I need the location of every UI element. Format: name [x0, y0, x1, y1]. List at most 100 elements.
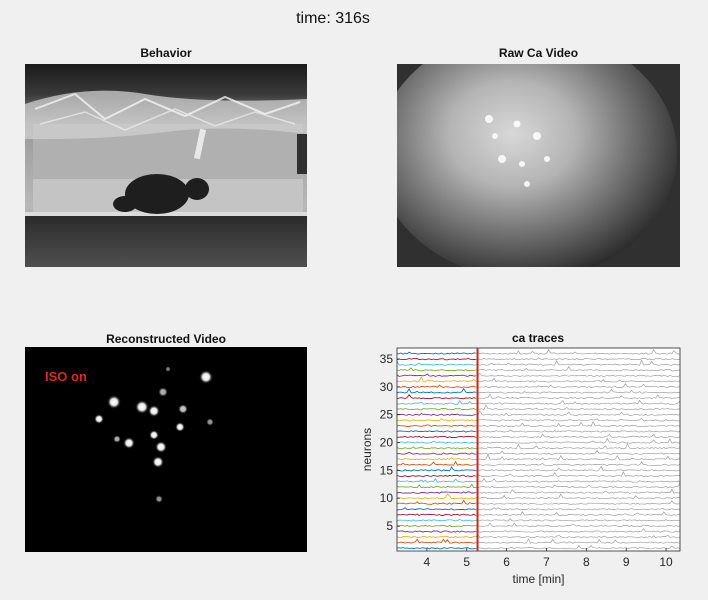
- trace-past-neuron-15: [396, 466, 476, 472]
- trace-past-neuron-22: [396, 430, 476, 433]
- trace-future-neuron-24: [475, 417, 681, 422]
- behavior-video-frame: [25, 64, 307, 267]
- trace-future-neuron-28: [475, 393, 681, 400]
- trace-future-neuron-35: [475, 357, 680, 361]
- trace-past-neuron-17: [396, 456, 476, 461]
- trace-past-neuron-19: [396, 446, 476, 450]
- trace-future-neuron-2: [475, 538, 681, 544]
- trace-future-neuron-26: [475, 404, 680, 411]
- trace-past-neuron-26: [396, 408, 477, 411]
- trace-future-neuron-13: [475, 477, 681, 483]
- y-tick-label: 10: [380, 491, 394, 505]
- trace-future-neuron-18: [475, 449, 681, 455]
- figure-title: time: 316s: [296, 10, 370, 27]
- trace-future-neuron-34: [475, 359, 681, 366]
- trace-future-neuron-16: [475, 461, 681, 466]
- y-tick-label: 35: [380, 352, 394, 366]
- trace-past-neuron-2: [396, 538, 476, 544]
- trace-future-neuron-27: [475, 399, 681, 405]
- trace-past-neuron-10: [396, 493, 477, 500]
- trace-past-neuron-33: [396, 367, 476, 372]
- trace-future-neuron-1: [475, 544, 681, 550]
- trace-past-neuron-13: [396, 477, 476, 483]
- trace-past-neuron-20: [397, 440, 476, 444]
- trace-future-neuron-4: [475, 528, 681, 533]
- trace-past-neuron-4: [396, 530, 476, 533]
- trace-future-neuron-12: [475, 483, 681, 489]
- trace-future-neuron-3: [475, 534, 681, 539]
- trace-future-neuron-6: [475, 518, 681, 522]
- trace-past-neuron-7: [396, 513, 477, 517]
- x-tick-label: 9: [623, 555, 630, 569]
- trace-past-neuron-36: [396, 351, 476, 355]
- trace-future-neuron-22: [475, 429, 681, 433]
- trace-past-neuron-24: [396, 418, 476, 422]
- behavior-image: [25, 64, 307, 267]
- trace-past-neuron-9: [396, 499, 476, 505]
- y-tick-label: 5: [386, 519, 393, 533]
- axis-ticks: 4 5 6 7 8 9 10 5 10 15 20 25 30 35: [380, 352, 673, 569]
- y-axis-label: neurons: [360, 428, 374, 471]
- trace-future-neuron-32: [475, 372, 681, 377]
- trace-future-neuron-30: [475, 383, 681, 388]
- iso-on-label: ISO on: [45, 369, 87, 384]
- trace-future-neuron-25: [475, 410, 681, 416]
- trace-lines: [396, 349, 681, 550]
- chart-title: ca traces: [512, 331, 564, 345]
- trace-future-neuron-10: [475, 493, 681, 500]
- trace-past-neuron-12: [396, 483, 476, 489]
- trace-past-neuron-18: [396, 451, 476, 455]
- y-tick-label: 20: [380, 436, 394, 450]
- trace-future-neuron-29: [475, 389, 681, 394]
- plot-border: [396, 347, 681, 552]
- trace-future-neuron-14: [475, 470, 681, 478]
- trace-past-neuron-30: [396, 384, 476, 389]
- x-tick-label: 10: [659, 555, 673, 569]
- trace-past-neuron-23: [396, 424, 476, 427]
- trace-future-neuron-19: [475, 443, 681, 450]
- x-tick-label: 8: [583, 555, 590, 569]
- trace-future-neuron-5: [475, 522, 681, 528]
- raw-ca-image: [397, 64, 680, 267]
- x-tick-label: 4: [424, 555, 431, 569]
- trace-past-neuron-27: [396, 399, 476, 405]
- trace-past-neuron-14: [396, 474, 476, 477]
- trace-future-neuron-31: [475, 377, 681, 383]
- trace-past-neuron-31: [396, 375, 477, 383]
- trace-future-neuron-9: [475, 500, 680, 505]
- y-tick-label: 15: [380, 463, 394, 477]
- trace-future-neuron-7: [475, 511, 681, 516]
- x-tick-label: 5: [463, 555, 470, 569]
- trace-future-neuron-8: [475, 507, 681, 511]
- y-tick-label: 25: [380, 408, 394, 422]
- trace-past-neuron-21: [396, 435, 476, 439]
- trace-past-neuron-28: [396, 394, 476, 400]
- trace-future-neuron-17: [475, 454, 680, 461]
- raw-ca-video-frame: [397, 64, 680, 267]
- x-axis-label: time [min]: [512, 572, 564, 586]
- trace-past-neuron-29: [396, 387, 476, 394]
- trace-past-neuron-3: [396, 535, 476, 539]
- trace-future-neuron-36: [475, 349, 681, 355]
- trace-past-neuron-1: [396, 547, 476, 550]
- ca-traces-chart: ca traces 4 5 6 7 8 9 10 5 10 15 20 25 30 35 time [mi…: [360, 331, 681, 586]
- raw-ca-title: Raw Ca Video: [498, 46, 579, 60]
- trace-future-neuron-21: [475, 433, 681, 439]
- trace-past-neuron-5: [396, 524, 476, 528]
- trace-future-neuron-23: [475, 420, 681, 427]
- reconstructed-video-frame: ISO on: [25, 347, 307, 552]
- x-tick-label: 6: [503, 555, 510, 569]
- trace-past-neuron-32: [396, 373, 476, 377]
- x-tick-label: 7: [543, 555, 550, 569]
- trace-past-neuron-25: [396, 412, 476, 416]
- y-tick-label: 30: [380, 380, 394, 394]
- trace-future-neuron-11: [475, 488, 681, 494]
- reconstructed-image: [94, 366, 214, 503]
- trace-future-neuron-33: [475, 365, 681, 372]
- trace-future-neuron-20: [475, 437, 681, 444]
- trace-past-neuron-35: [396, 358, 476, 361]
- trace-past-neuron-8: [396, 507, 477, 511]
- trace-future-neuron-15: [475, 465, 681, 472]
- trace-past-neuron-34: [396, 360, 476, 366]
- behavior-title: Behavior: [140, 46, 192, 60]
